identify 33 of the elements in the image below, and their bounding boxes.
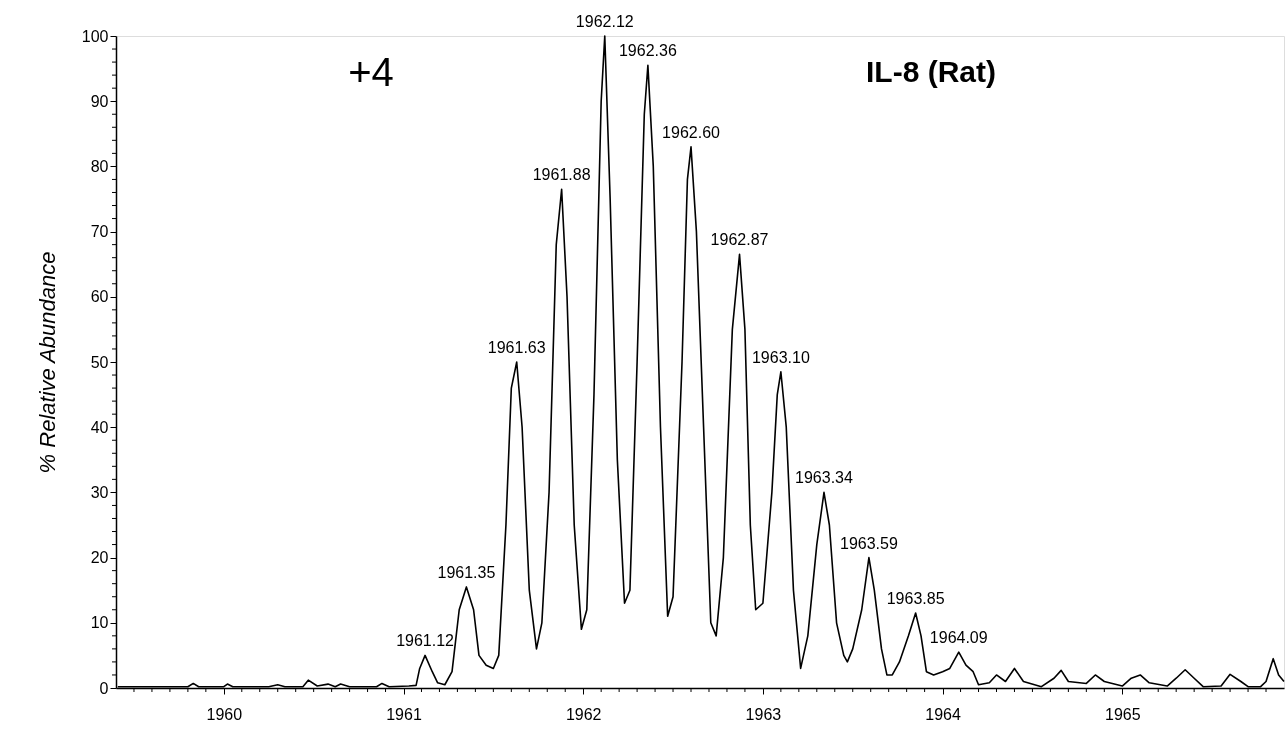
annotation: 1964.09: [929, 629, 988, 647]
y-tick-label: 10: [90, 614, 109, 632]
y-tick-label: 70: [90, 223, 109, 241]
annotation: 1961.88: [532, 166, 591, 184]
annotation: 1962.36: [618, 42, 677, 60]
annotation: 1962.12: [575, 13, 634, 30]
annotation: 1963.59: [839, 534, 898, 552]
x-tick-label: 1961: [386, 705, 422, 723]
text: IL-8 (Rat): [866, 55, 996, 88]
annotation: 1961.35: [437, 563, 496, 581]
annotation: 1961.63: [487, 339, 546, 356]
annotation: 1963.10: [751, 348, 810, 366]
x-tick-label: 1964: [925, 705, 961, 723]
annotation: 1962.87: [710, 231, 769, 249]
x-tick-label: 1960: [206, 705, 243, 723]
y-tick-label: 90: [90, 92, 109, 110]
y-tick-label: 100: [81, 27, 109, 45]
y-axis-title: % Relative Abundance: [34, 251, 60, 474]
annotation: 1963.34: [795, 469, 853, 487]
x-tick-label: 1963: [745, 705, 782, 723]
x-tick-label: 1962: [565, 705, 602, 723]
annotation: 1963.85: [886, 590, 945, 608]
y-tick-label: 60: [90, 288, 109, 306]
annotation: +4: [348, 50, 394, 94]
y-tick-label: 40: [90, 418, 109, 436]
annotation: 1961.12: [396, 632, 455, 650]
y-tick-label: 80: [90, 157, 109, 175]
x-tick-label: 1965: [1104, 705, 1141, 723]
y-tick-label: 20: [90, 549, 109, 567]
y-tick-label: 0: [99, 679, 109, 697]
y-tick-label: 30: [90, 483, 109, 501]
annotation: 1962.60: [662, 123, 721, 141]
y-tick-label: 50: [90, 353, 109, 371]
